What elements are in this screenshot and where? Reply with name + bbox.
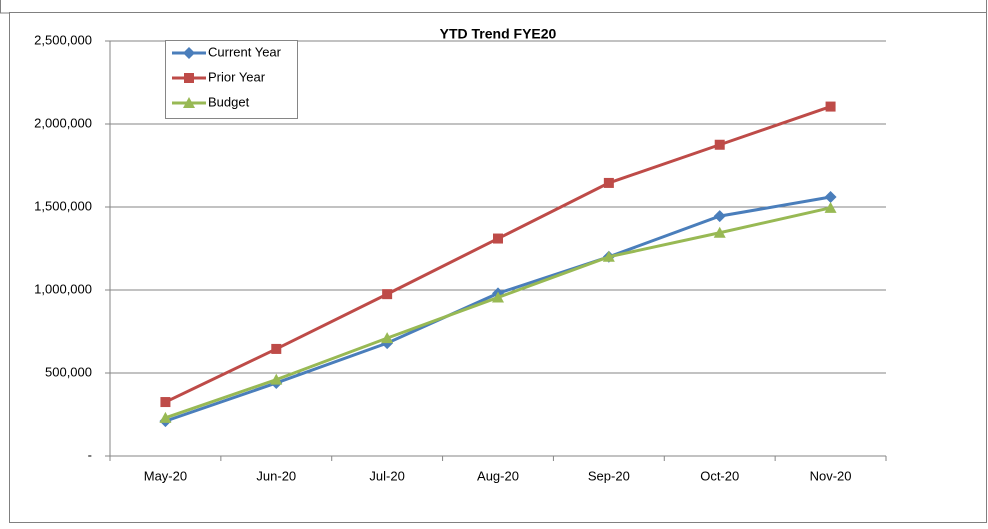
marker	[382, 289, 393, 300]
marker	[824, 191, 837, 204]
marker	[714, 139, 725, 150]
legend-label: Budget	[208, 94, 250, 109]
x-tick-label: Jun-20	[256, 468, 296, 483]
outer-frame	[0, 0, 987, 14]
marker	[493, 233, 503, 244]
marker	[603, 177, 614, 188]
y-tick-label: 2,500,000	[34, 32, 92, 47]
marker	[271, 343, 282, 354]
x-tick-label: Jul-20	[369, 468, 404, 483]
y-tick-label: -	[88, 447, 92, 462]
marker	[381, 332, 394, 344]
marker	[713, 210, 726, 223]
marker	[824, 201, 837, 213]
legend-marker	[183, 97, 195, 108]
marker	[160, 397, 171, 408]
x-tick-label: Sep-20	[588, 468, 630, 483]
legend-label: Prior Year	[208, 69, 266, 84]
marker	[270, 373, 283, 385]
y-tick-label: 1,000,000	[34, 281, 92, 296]
x-tick-label: Oct-20	[700, 468, 739, 483]
chart-area	[9, 12, 987, 523]
y-tick-label: 500,000	[45, 364, 92, 379]
marker	[159, 411, 172, 423]
y-tick-label: 1,500,000	[34, 198, 92, 213]
marker	[602, 250, 615, 262]
marker	[713, 226, 726, 238]
legend-label: Current Year	[208, 44, 282, 59]
marker	[825, 101, 836, 112]
y-tick-label: 2,000,000	[34, 115, 92, 130]
x-tick-label: Nov-20	[810, 468, 852, 483]
legend-marker	[184, 73, 194, 83]
marker	[492, 291, 504, 303]
x-tick-label: Aug-20	[477, 468, 519, 483]
legend-marker	[183, 47, 195, 59]
chart-title: YTD Trend FYE20	[440, 26, 557, 42]
x-tick-label: May-20	[144, 468, 187, 483]
